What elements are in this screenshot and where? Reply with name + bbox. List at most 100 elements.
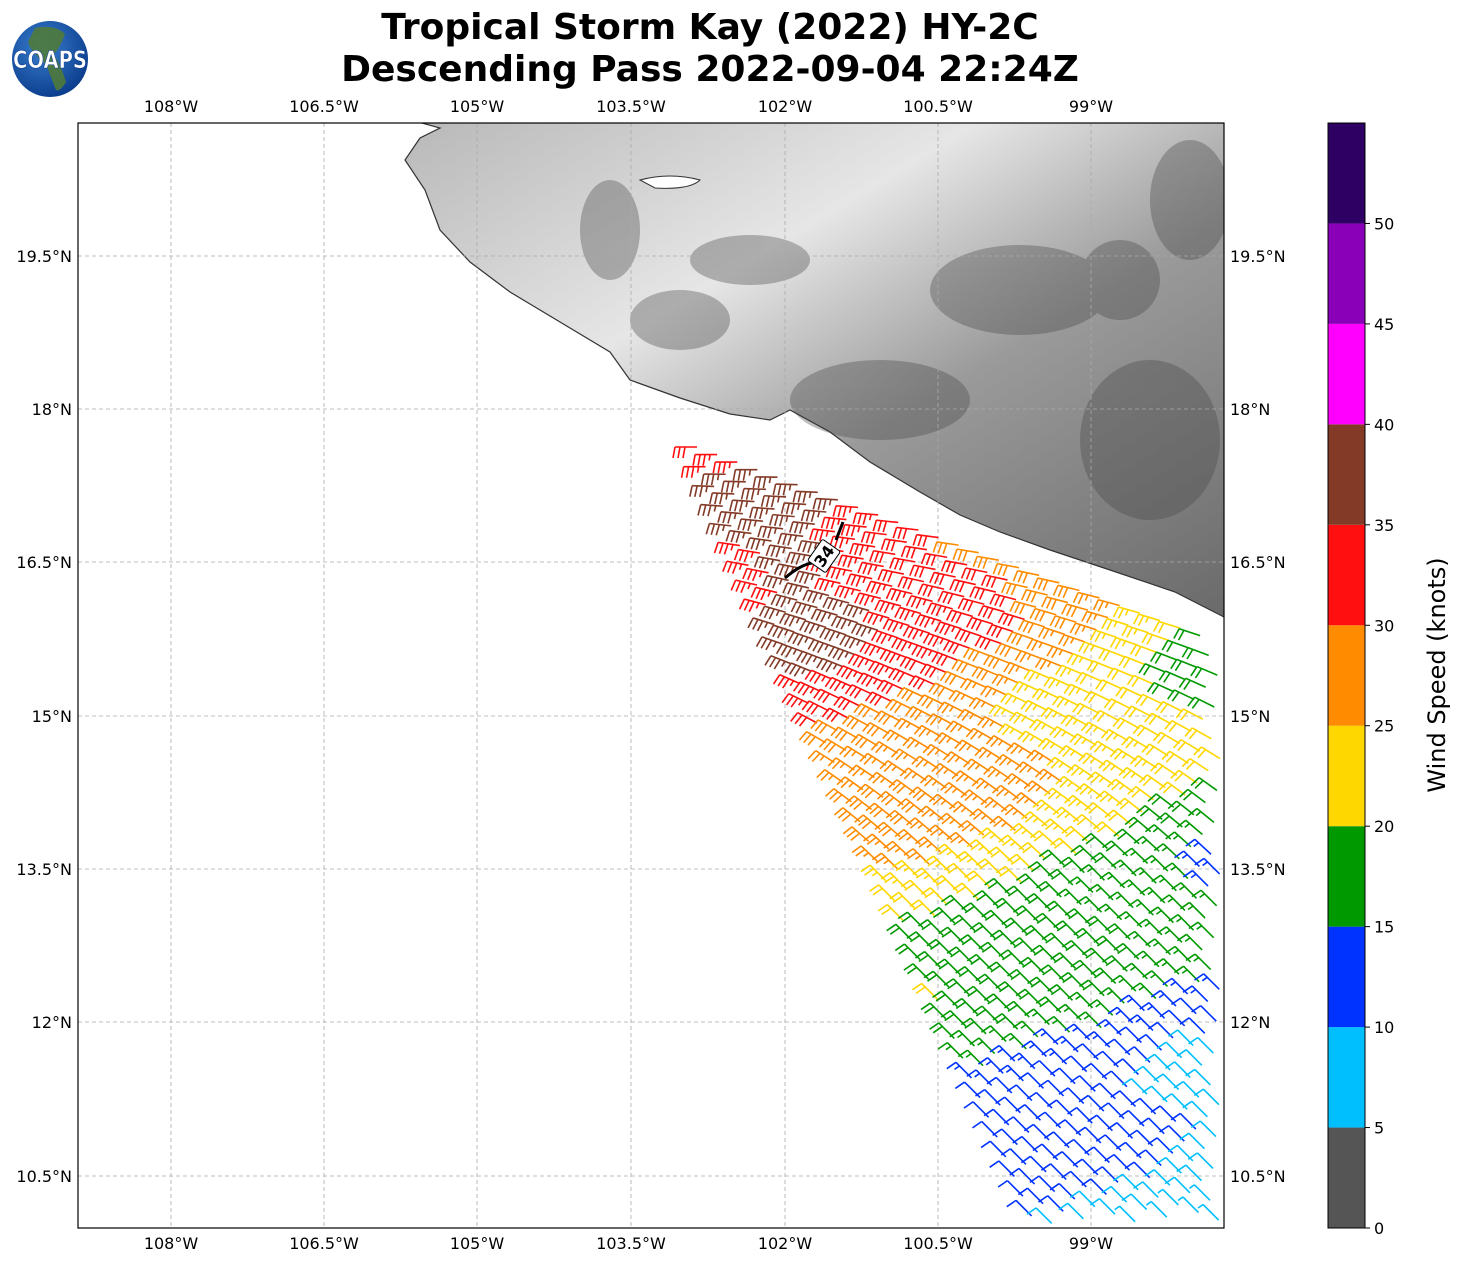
barb-staff — [911, 595, 933, 603]
wind-barb — [859, 752, 887, 767]
barb-half — [859, 608, 864, 615]
wind-barb — [997, 612, 1025, 627]
barb-full — [789, 664, 797, 675]
barb-half — [1005, 1068, 1012, 1073]
barb-staff — [942, 590, 965, 598]
barb-half — [882, 584, 887, 591]
wind-barb — [772, 483, 798, 496]
barb-full — [1022, 960, 1033, 968]
barb-staff — [1185, 677, 1207, 688]
wind-barb — [876, 790, 904, 806]
barb-full — [1041, 932, 1052, 941]
barb-full — [1043, 1131, 1055, 1139]
barb-staff — [951, 609, 974, 618]
barb-half — [1129, 966, 1136, 972]
barb-full — [760, 495, 765, 507]
wind-barb — [692, 453, 718, 466]
barb-staff — [1079, 702, 1100, 715]
wind-barb — [934, 621, 962, 636]
barb-half — [837, 518, 841, 525]
barb-staff — [1032, 638, 1054, 648]
barb-half — [1063, 1007, 1070, 1013]
barb-staff — [738, 548, 761, 554]
wind-barb — [793, 570, 821, 584]
barb-full — [939, 623, 946, 634]
barb-full — [1113, 1058, 1124, 1066]
barb-half — [832, 663, 838, 670]
barb-full — [790, 552, 796, 565]
lon-tick-label-top: 103.5°W — [596, 97, 666, 116]
barb-full — [962, 550, 968, 562]
barb-staff — [893, 557, 916, 563]
barb-full — [1121, 1193, 1132, 1202]
barb-full — [1070, 606, 1078, 618]
barb-staff — [1135, 644, 1158, 654]
barb-full — [1086, 612, 1093, 624]
barb-staff — [824, 516, 847, 521]
barb-staff — [1117, 747, 1137, 761]
wind-barb — [980, 574, 1008, 589]
barb-full — [1054, 616, 1061, 628]
barb-full — [864, 643, 872, 655]
barb-full — [937, 686, 946, 697]
barb-staff — [784, 502, 807, 506]
barb-full — [996, 901, 1007, 909]
barb-full — [1156, 1156, 1167, 1165]
barb-full — [880, 538, 886, 550]
barb-full — [1078, 641, 1086, 653]
wind-barb — [1072, 813, 1100, 830]
map-frame — [77, 122, 1225, 1229]
barb-full — [935, 878, 947, 887]
barb-full — [839, 731, 848, 742]
wind-barb — [793, 681, 821, 696]
barb-full — [1008, 711, 1018, 722]
barb-half — [1145, 1200, 1152, 1206]
barb-full — [883, 762, 893, 773]
barb-half — [862, 576, 867, 584]
barb-full — [898, 832, 909, 841]
barb-full — [1131, 866, 1142, 875]
barb-half — [891, 879, 898, 884]
barb-full — [748, 601, 755, 613]
barb-full — [1024, 814, 1035, 823]
barb-full — [1182, 1100, 1193, 1109]
barb-full — [1033, 721, 1042, 732]
wind-barb — [836, 776, 864, 791]
wind-barb — [969, 808, 996, 824]
barb-full — [803, 573, 810, 584]
barb-full — [862, 707, 871, 718]
colorbar-tick-label: 45 — [1374, 315, 1394, 334]
barb-full — [888, 652, 896, 664]
barb-full — [1038, 1079, 1049, 1088]
barb-staff — [912, 705, 933, 718]
barb-full — [763, 558, 770, 570]
barb-full — [927, 634, 935, 646]
barb-full — [1178, 677, 1187, 688]
barb-full — [764, 655, 772, 666]
wind-barb — [983, 765, 1011, 780]
barb-staff — [894, 667, 916, 679]
barb-full — [1149, 651, 1158, 663]
barb-full — [1130, 1097, 1141, 1106]
barb-staff — [925, 552, 948, 559]
wind-barb — [1055, 775, 1083, 790]
barb-half — [1133, 628, 1138, 635]
barb-staff — [1057, 584, 1080, 592]
barb-full — [954, 739, 963, 749]
barb-full — [748, 507, 754, 519]
barb-full — [1033, 948, 1044, 956]
wind-barb — [799, 619, 827, 635]
barb-staff — [937, 793, 956, 809]
barb-full — [983, 765, 993, 775]
barb-full — [853, 703, 862, 714]
wind-barb — [1153, 620, 1181, 634]
barb-full — [950, 835, 960, 844]
barb-half — [922, 599, 927, 606]
barb-half — [808, 491, 812, 499]
barb-full — [790, 697, 799, 708]
barb-staff — [897, 637, 919, 647]
barb-full — [1130, 982, 1141, 991]
barb-full — [877, 664, 885, 676]
barb-full — [855, 575, 862, 587]
barb-full — [747, 617, 754, 629]
